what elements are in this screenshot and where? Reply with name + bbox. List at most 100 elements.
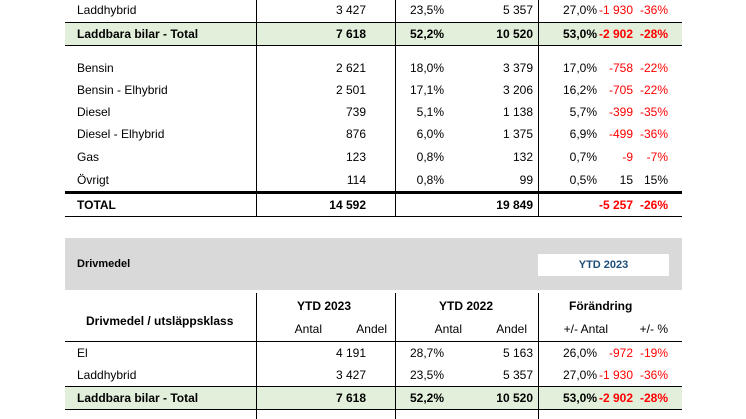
row-label: Gas (77, 150, 100, 164)
ytd2023-count: 876 (345, 127, 366, 141)
ytd2023-share: 18,0% (409, 61, 444, 75)
ytd2022-share: 17,0% (562, 61, 597, 75)
total-divider (65, 191, 682, 194)
ytd2022-share: 27,0% (562, 3, 597, 17)
group-header-ytd2022: YTD 2022 (439, 299, 494, 313)
row-label: Laddbara bilar - Total (77, 27, 199, 41)
ytd2022-count: 10 520 (496, 391, 533, 405)
row-label: Laddbara bilar - Total (77, 391, 199, 405)
change-pct: -35% (639, 105, 668, 119)
change-count: 15 (619, 173, 633, 187)
ytd2022-share: 16,2% (562, 83, 597, 97)
ytd2023-count: 2 621 (335, 61, 366, 75)
change-count: -1 930 (598, 3, 633, 17)
table-row: Laddhybrid 3 427 23,5% 5 357 27,0% -1 93… (65, 364, 682, 386)
period-badge: YTD 2023 (538, 254, 669, 276)
change-pct: -19% (639, 346, 668, 360)
ytd2022-share: 26,0% (562, 346, 597, 360)
change-count: -399 (608, 105, 633, 119)
ytd2023-count: 7 618 (335, 27, 366, 41)
ytd2023-count: 2 501 (335, 83, 366, 97)
header-divider (65, 341, 682, 342)
change-count: -758 (608, 61, 633, 75)
change-count: -2 902 (598, 27, 633, 41)
ytd2023-share: 52,2% (409, 391, 444, 405)
change-pct: -22% (639, 61, 668, 75)
ytd2023-count: 7 618 (335, 391, 366, 405)
row-label: TOTAL (77, 198, 116, 212)
change-count: -972 (608, 346, 633, 360)
section-header: Drivmedel YTD 2023 (65, 238, 682, 290)
change-pct: -28% (639, 391, 668, 405)
change-count: -705 (608, 83, 633, 97)
table-row: El 4 191 28,7% 5 163 26,0% -972 -19% (65, 342, 682, 364)
table-row: Övrigt 114 0,8% 99 0,5% 15 15% (65, 169, 682, 191)
ytd2023-share: 6,0% (416, 127, 444, 141)
ytd2022-share: 53,0% (562, 391, 597, 405)
ytd2022-share: 0,7% (569, 150, 597, 164)
row-label: Bensin - Elhybrid (77, 83, 168, 97)
ytd2022-count: 1 375 (502, 127, 533, 141)
column-divider (538, 0, 539, 216)
ytd2023-count: 123 (345, 150, 366, 164)
total-row: TOTAL 14 592 19 849 -5 257 -26% (65, 194, 682, 216)
ytd2023-share: 0,8% (416, 173, 444, 187)
ytd2023-count: 3 427 (335, 3, 366, 17)
subheader-andel: Andel (356, 322, 387, 336)
change-pct: -26% (639, 198, 668, 212)
subheader-diff-count: +/- Antal (563, 322, 608, 336)
ytd2023-count: 114 (346, 173, 366, 187)
table-row: Gas 123 0,8% 132 0,7% -9 -7% (65, 146, 682, 168)
subheader-andel: Andel (496, 322, 527, 336)
ytd2023-share: 23,5% (409, 3, 444, 17)
change-pct: -36% (639, 127, 668, 141)
column-divider (538, 293, 539, 419)
ytd2023-count: 4 191 (335, 346, 366, 360)
table-row: Laddhybrid 3 427 23,5% 5 357 27,0% -1 93… (65, 0, 682, 22)
ytd2023-count: 3 427 (335, 368, 366, 382)
ytd2023-share: 0,8% (416, 150, 444, 164)
change-count: -1 930 (598, 368, 633, 382)
row-label: Diesel - Elhybrid (77, 127, 165, 141)
change-pct: -36% (639, 368, 668, 382)
ytd2022-count: 3 206 (502, 83, 533, 97)
group-header-change: Förändring (569, 299, 633, 313)
column-divider (395, 0, 396, 216)
subheader-antal: Antal (434, 322, 462, 336)
subtotal-row: Laddbara bilar - Total 7 618 52,2% 10 52… (65, 23, 682, 45)
ytd2022-share: 6,9% (569, 127, 597, 141)
row-label: Övrigt (77, 173, 110, 187)
change-pct: -28% (639, 27, 668, 41)
ytd2023-share: 28,7% (409, 346, 444, 360)
change-pct: -7% (646, 150, 668, 164)
ytd2022-count: 5 357 (502, 368, 533, 382)
ytd2022-count: 1 138 (502, 105, 533, 119)
ytd2022-count: 19 849 (496, 198, 533, 212)
change-count: -2 902 (598, 391, 633, 405)
row-divider (65, 45, 682, 46)
ytd2023-share: 52,2% (409, 27, 444, 41)
change-pct: 15% (643, 173, 668, 187)
ytd2022-share: 0,5% (569, 173, 597, 187)
group-header-ytd2023: YTD 2023 (297, 299, 352, 313)
ytd2022-count: 5 357 (502, 3, 533, 17)
row-divider (65, 22, 682, 23)
table-row: Bensin 2 621 18,0% 3 379 17,0% -758 -22% (65, 57, 682, 79)
ytd2023-share: 17,1% (409, 83, 444, 97)
ytd2022-share: 27,0% (562, 368, 597, 382)
ytd2022-count: 5 163 (502, 346, 533, 360)
row-label: Laddhybrid (77, 3, 137, 17)
subheader-diff-pct: +/- % (639, 322, 668, 336)
column-header-label: Drivmedel / utsläppsklass (86, 314, 234, 328)
table-row: Diesel 739 5,1% 1 138 5,7% -399 -35% (65, 101, 682, 123)
row-divider (65, 409, 682, 410)
table-row: Diesel - Elhybrid 876 6,0% 1 375 6,9% -4… (65, 123, 682, 145)
ytd2023-count: 14 592 (329, 198, 366, 212)
row-label: Bensin (77, 61, 114, 75)
column-divider (256, 0, 257, 216)
row-label: El (77, 346, 88, 360)
ytd2022-count: 10 520 (496, 27, 533, 41)
row-divider (65, 386, 682, 387)
change-count: -499 (608, 127, 633, 141)
ytd2022-count: 99 (519, 173, 533, 187)
